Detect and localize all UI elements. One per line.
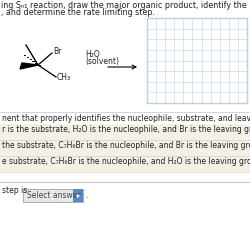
Polygon shape xyxy=(20,63,38,69)
Text: e substrate, C₇H₆Br is the nucleophile, and H₂O is the leaving group.: e substrate, C₇H₆Br is the nucleophile, … xyxy=(2,157,250,166)
Bar xyxy=(0,140,250,156)
Text: Select answer: Select answer xyxy=(27,191,80,200)
Bar xyxy=(0,124,250,140)
Text: H₂O: H₂O xyxy=(85,50,100,59)
Bar xyxy=(73,189,83,202)
Text: ing Sₙ₁ reaction, draw the major organic product, identify the nucleophile,: ing Sₙ₁ reaction, draw the major organic… xyxy=(1,1,250,10)
Text: nent that properly identifies the nucleophile, substrate, and leaving group.: nent that properly identifies the nucleo… xyxy=(2,114,250,123)
Text: ▼: ▼ xyxy=(76,193,80,198)
Bar xyxy=(147,18,247,103)
Text: Br: Br xyxy=(53,48,62,56)
Text: (solvent): (solvent) xyxy=(85,57,119,66)
Text: , and determine the rate limiting step.: , and determine the rate limiting step. xyxy=(1,8,155,17)
Text: r is the substrate, H₂O is the nucleophile, and Br is the leaving group.: r is the substrate, H₂O is the nucleophi… xyxy=(2,125,250,134)
Text: step is: step is xyxy=(2,186,27,195)
FancyBboxPatch shape xyxy=(23,189,83,202)
Text: .: . xyxy=(85,191,87,200)
Bar xyxy=(0,156,250,172)
Bar xyxy=(147,18,247,103)
Text: CH₃: CH₃ xyxy=(57,74,71,82)
Text: the substrate, C₇H₆Br is the nucleophile, and Br is the leaving group.: the substrate, C₇H₆Br is the nucleophile… xyxy=(2,141,250,150)
FancyArrowPatch shape xyxy=(108,65,136,69)
